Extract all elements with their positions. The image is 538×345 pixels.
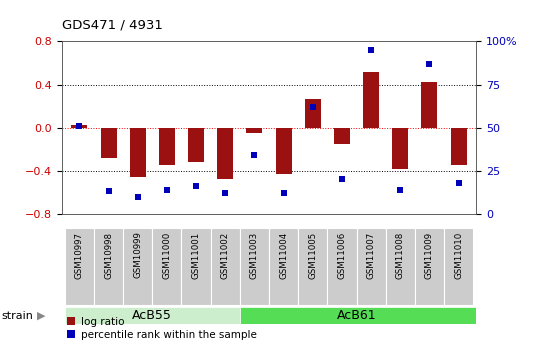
Text: GSM11007: GSM11007 (366, 231, 376, 279)
Bar (181, 228, 211, 305)
Text: ▶: ▶ (37, 311, 45, 321)
Point (192, 184, 200, 189)
Text: GSM11001: GSM11001 (192, 231, 201, 279)
Text: GSM11005: GSM11005 (308, 231, 317, 279)
Text: GSM11000: GSM11000 (162, 231, 172, 279)
Bar (152, 228, 181, 305)
Point (250, 152, 259, 158)
Bar (159, 128, 175, 165)
Text: GSM11003: GSM11003 (250, 231, 259, 279)
Bar (415, 228, 444, 305)
Bar (188, 128, 204, 162)
Bar (130, 128, 146, 177)
Text: GDS471 / 4931: GDS471 / 4931 (62, 18, 162, 31)
Point (162, 187, 171, 193)
Bar (211, 228, 240, 305)
Text: GSM10999: GSM10999 (133, 231, 142, 278)
Bar (72, 126, 87, 128)
Text: GSM11008: GSM11008 (396, 231, 405, 279)
Point (75, 123, 84, 129)
Point (221, 190, 230, 196)
Point (425, 61, 434, 67)
Point (133, 194, 142, 199)
Bar (386, 228, 415, 305)
Bar (363, 71, 379, 128)
Bar (421, 82, 437, 128)
Text: strain: strain (2, 311, 33, 321)
Bar (240, 307, 488, 324)
Point (367, 47, 376, 53)
Point (104, 189, 113, 194)
Bar (298, 228, 327, 305)
Point (308, 104, 317, 110)
Text: GSM11009: GSM11009 (425, 231, 434, 279)
Text: AcB61: AcB61 (337, 309, 377, 322)
Bar (444, 228, 473, 305)
Bar (275, 128, 292, 174)
Bar (269, 228, 298, 305)
Bar (246, 128, 263, 133)
Bar (451, 128, 466, 165)
Point (279, 190, 288, 196)
Point (396, 187, 405, 193)
Bar (217, 128, 233, 179)
Bar (123, 228, 152, 305)
Text: GSM10997: GSM10997 (75, 231, 84, 278)
Text: GSM11006: GSM11006 (337, 231, 346, 279)
Bar (65, 228, 94, 305)
Text: GSM11010: GSM11010 (454, 231, 463, 279)
Bar (334, 128, 350, 144)
Text: GSM11002: GSM11002 (221, 231, 230, 279)
Point (454, 180, 463, 186)
Text: AcB55: AcB55 (132, 309, 172, 322)
Bar (392, 128, 408, 169)
Point (338, 177, 346, 182)
Bar (65, 307, 240, 324)
Bar (101, 128, 117, 158)
Bar (327, 228, 357, 305)
Bar (305, 99, 321, 128)
Bar (240, 228, 269, 305)
Legend: log ratio, percentile rank within the sample: log ratio, percentile rank within the sa… (67, 317, 257, 340)
Bar (357, 228, 386, 305)
Text: GSM10998: GSM10998 (104, 231, 113, 278)
Bar (94, 228, 123, 305)
Text: GSM11004: GSM11004 (279, 231, 288, 279)
